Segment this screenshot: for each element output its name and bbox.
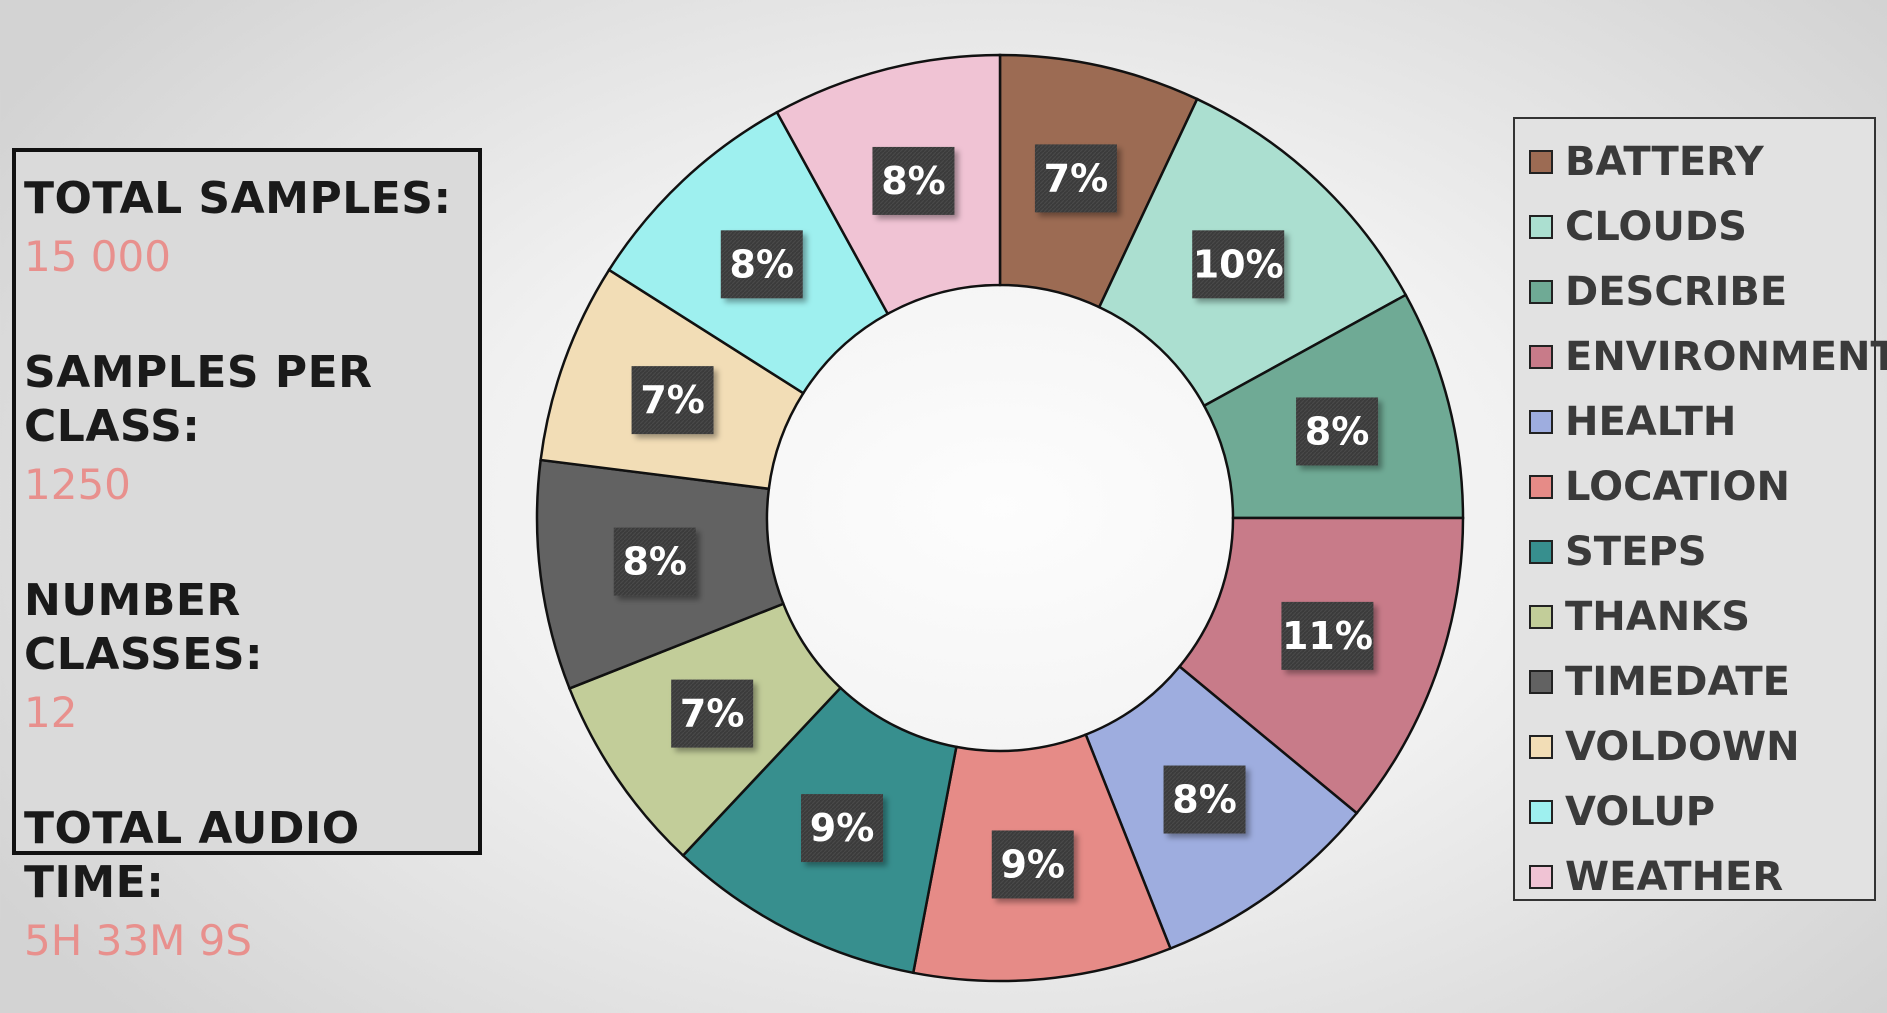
data-label-box (1192, 230, 1285, 299)
legend-item-battery: BATTERY (1529, 129, 1874, 194)
data-label-box (801, 794, 884, 863)
data-label-text: 11% (1282, 614, 1373, 658)
total-samples-label: TOTAL SAMPLES: (24, 173, 452, 224)
data-label-text: 8% (1305, 409, 1370, 453)
total-audio-time-value: 5H 33M 9S (24, 916, 253, 965)
data-label-text: 10% (1193, 242, 1284, 286)
data-label-text: 9% (810, 806, 875, 850)
data-label-thanks: 7% (671, 679, 754, 748)
total-samples-value: 15 000 (24, 232, 171, 281)
legend-swatch (1529, 604, 1553, 629)
legend-label: WEATHER (1565, 853, 1784, 900)
number-classes-stat: NUMBER CLASSES: 12 (24, 574, 478, 744)
total-audio-time-label: TOTAL AUDIO TIME: (24, 803, 360, 908)
data-label-text: 7% (680, 692, 745, 736)
number-classes-label: NUMBER CLASSES: (24, 575, 264, 680)
data-label-box (720, 230, 803, 299)
total-samples-stat: TOTAL SAMPLES: 15 000 (24, 172, 478, 288)
data-label-box (1281, 601, 1374, 670)
legend-swatch (1529, 799, 1553, 824)
legend-item-weather: WEATHER (1529, 844, 1874, 909)
legend-swatch (1529, 344, 1553, 369)
legend-item-timedate: TIMEDATE (1529, 649, 1874, 714)
legend-item-steps: STEPS (1529, 519, 1874, 584)
data-label-text: 9% (1000, 842, 1065, 886)
legend-swatch (1529, 864, 1553, 889)
data-label-box (671, 679, 754, 748)
chart-legend: BATTERY CLOUDS DESCRIBE ENVIRONMENT HEALTH LO… (1513, 117, 1887, 901)
data-label-describe: 8% (1296, 397, 1379, 466)
legend-label: TIMEDATE (1565, 658, 1790, 705)
total-audio-time-stat: TOTAL AUDIO TIME: 5H 33M 9S (24, 802, 478, 972)
data-label-box (631, 366, 714, 435)
legend-swatch (1529, 669, 1553, 694)
legend-label: THANKS (1565, 593, 1750, 640)
samples-per-class-stat: SAMPLES PER CLASS: 1250 (24, 346, 478, 516)
legend-item-voldown: VOLDOWN (1529, 714, 1874, 779)
legend-swatch (1529, 474, 1553, 499)
samples-per-class-value: 1250 (24, 460, 131, 509)
legend-swatch (1529, 279, 1553, 304)
data-label-box (991, 830, 1074, 899)
data-label-battery: 7% (1034, 144, 1117, 213)
data-label-box (872, 146, 955, 215)
data-label-location: 9% (991, 830, 1074, 899)
dataset-stats-panel: TOTAL SAMPLES: 15 000 SAMPLES PER CLASS:… (12, 148, 482, 965)
legend-swatch (1529, 539, 1553, 564)
data-label-text: 8% (1172, 778, 1237, 822)
data-label-voldown: 7% (631, 366, 714, 435)
data-label-text: 8% (622, 540, 687, 584)
data-label-box (613, 527, 696, 596)
legend-label: LOCATION (1565, 463, 1790, 510)
legend-label: DESCRIBE (1565, 268, 1788, 315)
legend-label: HEALTH (1565, 398, 1737, 445)
legend-item-thanks: THANKS (1529, 584, 1874, 649)
legend-item-volup: VOLUP (1529, 779, 1874, 844)
data-label-text: 8% (730, 242, 795, 286)
legend-label: VOLUP (1565, 788, 1716, 835)
data-label-weather: 8% (872, 146, 955, 215)
legend-item-describe: DESCRIBE (1529, 259, 1874, 324)
legend-label: ENVIRONMENT (1565, 333, 1887, 380)
data-label-clouds: 10% (1192, 230, 1285, 299)
legend-item-clouds: CLOUDS (1529, 194, 1874, 259)
data-label-timedate: 8% (613, 527, 696, 596)
legend-item-health: HEALTH (1529, 389, 1874, 454)
data-label-text: 7% (640, 378, 705, 422)
data-label-health: 8% (1163, 765, 1246, 834)
legend-item-environment: ENVIRONMENT (1529, 324, 1887, 389)
legend-label: VOLDOWN (1565, 723, 1800, 770)
data-label-text: 7% (1044, 156, 1109, 200)
data-label-box (1034, 144, 1117, 213)
legend-swatch (1529, 409, 1553, 434)
number-classes-value: 12 (24, 688, 78, 737)
legend-swatch (1529, 214, 1553, 239)
legend-label: BATTERY (1565, 138, 1764, 185)
data-label-steps: 9% (801, 794, 884, 863)
legend-swatch (1529, 734, 1553, 759)
legend-label: STEPS (1565, 528, 1707, 575)
data-label-volup: 8% (720, 230, 803, 299)
legend-label: CLOUDS (1565, 203, 1747, 250)
data-label-box (1163, 765, 1246, 834)
data-label-environment: 11% (1281, 601, 1374, 670)
legend-item-location: LOCATION (1529, 454, 1874, 519)
data-label-text: 8% (881, 159, 946, 203)
samples-per-class-label: SAMPLES PER CLASS: (24, 347, 373, 452)
data-label-box (1296, 397, 1379, 466)
legend-swatch (1529, 149, 1553, 174)
